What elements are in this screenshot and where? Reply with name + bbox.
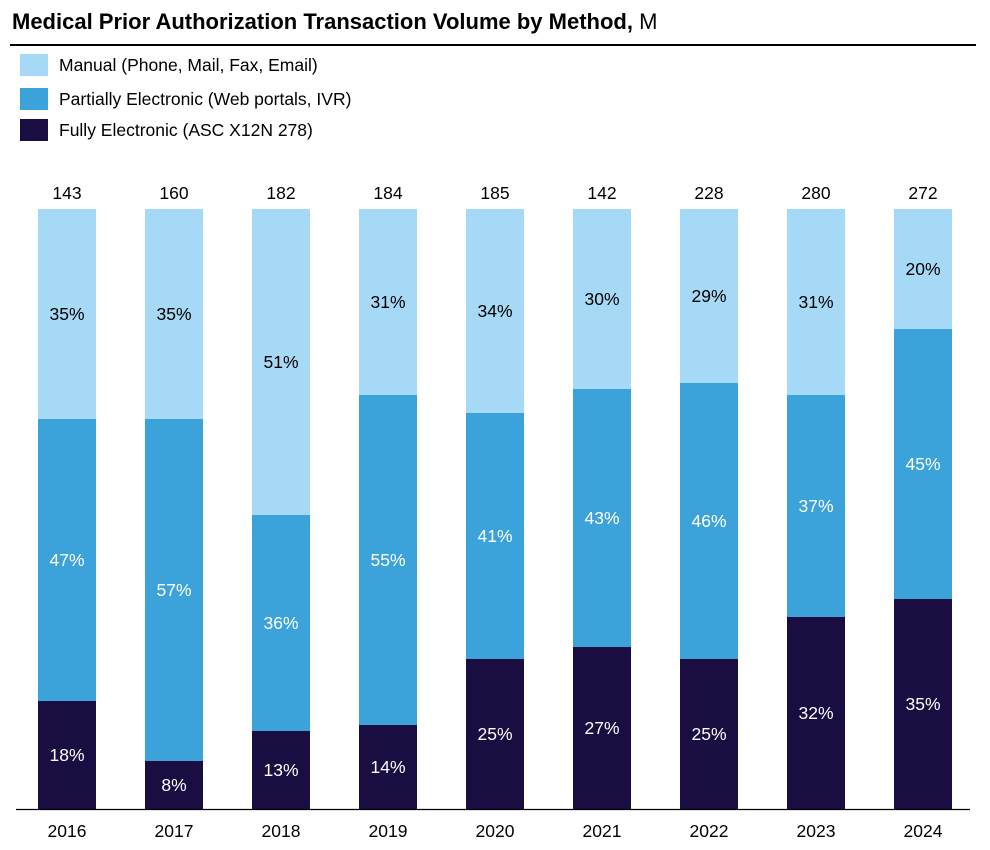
bar-segment-manual-2021 <box>573 209 631 389</box>
title-divider <box>10 44 976 46</box>
bar-segment-manual-2023 <box>787 209 845 395</box>
bar-segment-fully-2020 <box>466 659 524 809</box>
x-tick-label-2020: 2020 <box>476 821 515 841</box>
data-label-partial-2018: 36% <box>263 613 298 633</box>
total-label-2022: 228 <box>694 183 723 203</box>
bar-segment-manual-2017 <box>145 209 203 419</box>
total-label-2019: 184 <box>373 183 402 203</box>
bar-segment-fully-2023 <box>787 617 845 809</box>
total-label-2021: 142 <box>587 183 616 203</box>
chart-title: Medical Prior Authorization Transaction … <box>12 9 657 35</box>
total-label-2023: 280 <box>801 183 830 203</box>
bar-segment-partial-2017 <box>145 419 203 761</box>
bar-segment-fully-2019 <box>359 725 417 809</box>
legend-swatch-partial <box>20 88 48 110</box>
bar-segment-fully-2024 <box>894 599 952 809</box>
chart-title-comma: , <box>626 9 633 34</box>
bar-segment-manual-2018 <box>252 209 310 515</box>
data-label-fully-2022: 25% <box>691 724 726 744</box>
bar-segment-fully-2016 <box>38 701 96 809</box>
bar-segment-partial-2024 <box>894 329 952 599</box>
total-label-2017: 160 <box>159 183 188 203</box>
data-label-manual-2023: 31% <box>798 292 833 312</box>
x-tick-label-2018: 2018 <box>262 821 301 841</box>
data-label-fully-2017: 8% <box>161 775 186 795</box>
data-label-partial-2016: 47% <box>49 550 84 570</box>
bar-segment-partial-2018 <box>252 515 310 731</box>
bar-segment-fully-2021 <box>573 647 631 809</box>
bar-segment-partial-2019 <box>359 395 417 725</box>
data-label-fully-2023: 32% <box>798 703 833 723</box>
bar-segment-partial-2020 <box>466 413 524 659</box>
x-tick-label-2023: 2023 <box>797 821 836 841</box>
data-label-partial-2023: 37% <box>798 496 833 516</box>
data-label-fully-2021: 27% <box>584 718 619 738</box>
data-label-manual-2018: 51% <box>263 352 298 372</box>
bar-segment-manual-2022 <box>680 209 738 383</box>
total-label-2018: 182 <box>266 183 295 203</box>
bar-segment-manual-2016 <box>38 209 96 419</box>
x-tick-label-2021: 2021 <box>583 821 622 841</box>
x-tick-label-2017: 2017 <box>155 821 194 841</box>
legend-swatch-manual <box>20 54 48 76</box>
bar-segment-manual-2019 <box>359 209 417 395</box>
data-label-manual-2016: 35% <box>49 304 84 324</box>
chart-title-unit: M <box>632 9 658 34</box>
data-label-partial-2017: 57% <box>156 580 191 600</box>
data-label-fully-2018: 13% <box>263 760 298 780</box>
total-label-2024: 272 <box>908 183 937 203</box>
data-label-fully-2020: 25% <box>477 724 512 744</box>
data-label-partial-2021: 43% <box>584 508 619 528</box>
legend-swatch-fully <box>20 119 48 141</box>
legend-label-fully: Fully Electronic (ASC X12N 278) <box>59 120 313 140</box>
bar-segment-partial-2022 <box>680 383 738 659</box>
data-label-manual-2021: 30% <box>584 289 619 309</box>
data-label-manual-2017: 35% <box>156 304 191 324</box>
bar-segment-partial-2016 <box>38 419 96 701</box>
x-tick-label-2019: 2019 <box>369 821 408 841</box>
data-label-fully-2019: 14% <box>370 757 405 777</box>
bar-segment-manual-2020 <box>466 209 524 413</box>
data-label-fully-2016: 18% <box>49 745 84 765</box>
x-tick-label-2022: 2022 <box>690 821 729 841</box>
data-label-fully-2024: 35% <box>905 694 940 714</box>
data-label-partial-2024: 45% <box>905 454 940 474</box>
bar-segment-fully-2017 <box>145 761 203 809</box>
total-label-2020: 185 <box>480 183 509 203</box>
bar-segment-fully-2022 <box>680 659 738 809</box>
bar-segment-fully-2018 <box>252 731 310 809</box>
bar-segment-partial-2021 <box>573 389 631 647</box>
chart-title-main: Medical Prior Authorization Transaction … <box>12 9 627 34</box>
data-label-manual-2022: 29% <box>691 286 726 306</box>
legend-label-partial: Partially Electronic (Web portals, IVR) <box>59 89 352 109</box>
data-label-partial-2020: 41% <box>477 526 512 546</box>
x-tick-label-2024: 2024 <box>904 821 943 841</box>
data-label-manual-2020: 34% <box>477 301 512 321</box>
data-label-partial-2019: 55% <box>370 550 405 570</box>
bar-segment-partial-2023 <box>787 395 845 617</box>
bar-segment-manual-2024 <box>894 209 952 329</box>
total-label-2016: 143 <box>52 183 81 203</box>
data-label-manual-2024: 20% <box>905 259 940 279</box>
data-label-partial-2022: 46% <box>691 511 726 531</box>
data-label-manual-2019: 31% <box>370 292 405 312</box>
legend-label-manual: Manual (Phone, Mail, Fax, Email) <box>59 55 318 75</box>
x-tick-label-2016: 2016 <box>48 821 87 841</box>
